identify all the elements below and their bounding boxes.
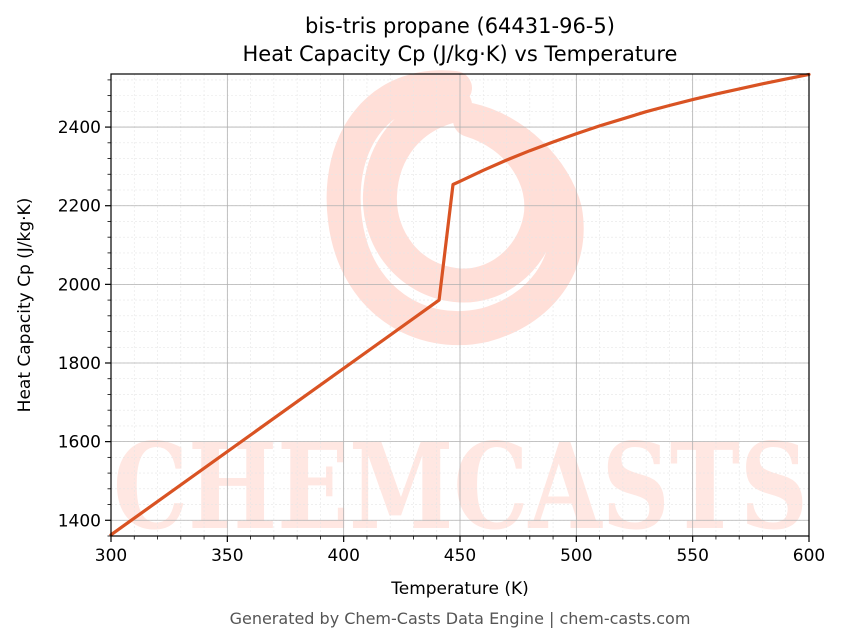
x-tick-label: 550 xyxy=(676,546,708,566)
x-tick-label: 500 xyxy=(560,546,592,566)
y-tick-label: 2000 xyxy=(58,275,101,295)
y-tick-label: 1800 xyxy=(58,354,101,374)
chart-title: bis-tris propane (64431-96-5) xyxy=(305,14,615,38)
y-tick-label: 2400 xyxy=(58,118,101,138)
y-tick-label: 1400 xyxy=(58,511,101,531)
series-line xyxy=(109,72,811,537)
ticks-layer: 300 350 400 450 500 550 600 1400 1600 1800 2000 220… xyxy=(58,79,825,566)
x-tick-label: 350 xyxy=(211,546,243,566)
x-axis-label: Temperature (K) xyxy=(390,579,529,599)
x-tick-label: 450 xyxy=(444,546,476,566)
x-tick-label: 400 xyxy=(327,546,359,566)
series-layer xyxy=(109,72,811,537)
y-tick-label: 1600 xyxy=(58,433,101,453)
y-tick-label: 2200 xyxy=(58,197,101,217)
watermark-text: CHEMCASTS xyxy=(113,417,808,556)
watermark: CHEMCASTS xyxy=(113,70,808,556)
chart-subtitle: Heat Capacity Cp (J/kg·K) vs Temperature xyxy=(243,42,678,66)
x-tick-label: 600 xyxy=(793,546,825,566)
x-tick-label: 300 xyxy=(95,546,127,566)
footer-text: Generated by Chem-Casts Data Engine | ch… xyxy=(230,609,691,628)
y-axis-label: Heat Capacity Cp (J/kg·K) xyxy=(15,198,35,413)
